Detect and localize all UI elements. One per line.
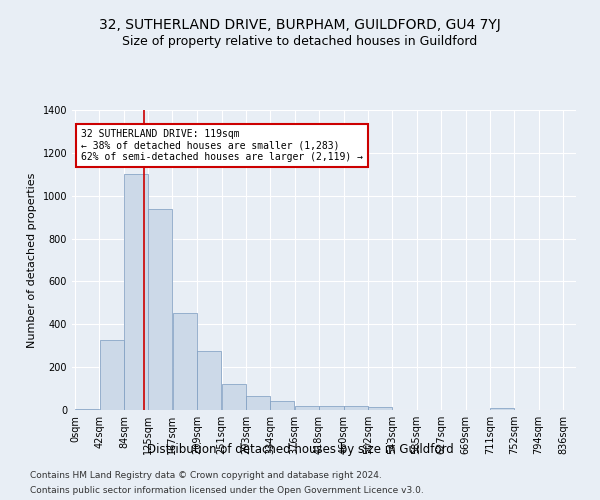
Text: Contains HM Land Registry data © Crown copyright and database right 2024.: Contains HM Land Registry data © Crown c… bbox=[30, 471, 382, 480]
Text: 32 SUTHERLAND DRIVE: 119sqm
← 38% of detached houses are smaller (1,283)
62% of : 32 SUTHERLAND DRIVE: 119sqm ← 38% of det… bbox=[81, 130, 363, 162]
Bar bbox=[319, 406, 344, 410]
Bar bbox=[124, 174, 148, 410]
Text: Contains public sector information licensed under the Open Government Licence v3: Contains public sector information licen… bbox=[30, 486, 424, 495]
Bar bbox=[344, 406, 368, 410]
Bar bbox=[100, 340, 124, 410]
Bar bbox=[197, 351, 221, 410]
Bar bbox=[173, 312, 197, 410]
Text: Size of property relative to detached houses in Guildford: Size of property relative to detached ho… bbox=[122, 35, 478, 48]
Bar bbox=[75, 409, 100, 410]
Bar bbox=[295, 406, 319, 410]
Bar bbox=[270, 402, 295, 410]
Bar bbox=[221, 384, 246, 410]
Y-axis label: Number of detached properties: Number of detached properties bbox=[27, 172, 37, 348]
Bar bbox=[490, 408, 514, 410]
Text: 32, SUTHERLAND DRIVE, BURPHAM, GUILDFORD, GU4 7YJ: 32, SUTHERLAND DRIVE, BURPHAM, GUILDFORD… bbox=[99, 18, 501, 32]
Bar bbox=[368, 407, 392, 410]
Bar bbox=[148, 208, 172, 410]
Bar bbox=[246, 396, 270, 410]
Text: Distribution of detached houses by size in Guildford: Distribution of detached houses by size … bbox=[146, 442, 454, 456]
